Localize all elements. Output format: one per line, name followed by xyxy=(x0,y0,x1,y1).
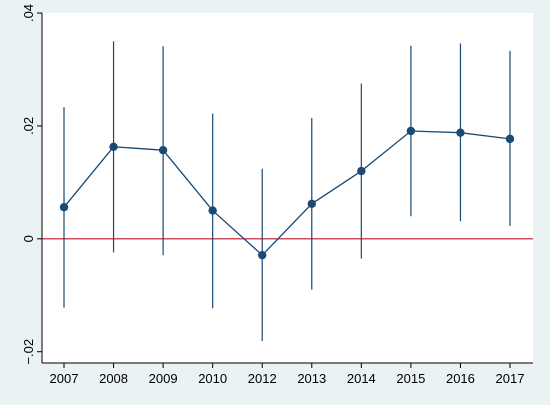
data-point xyxy=(307,199,316,209)
x-tick-label: 2015 xyxy=(396,371,425,386)
data-point xyxy=(406,126,416,136)
x-tick-label: 2013 xyxy=(297,371,326,386)
data-point xyxy=(357,166,366,176)
x-tick-label: 2009 xyxy=(149,371,178,386)
data-points xyxy=(59,126,515,260)
y-tick-label: .02 xyxy=(21,117,36,135)
data-point xyxy=(59,202,69,212)
y-tick-label: .04 xyxy=(21,4,36,22)
data-point xyxy=(258,250,267,260)
x-tick-label: 2007 xyxy=(50,371,79,386)
plot-area xyxy=(42,13,533,363)
x-tick-label: 2008 xyxy=(99,371,128,386)
data-point xyxy=(505,134,515,144)
y-tick-label: 0 xyxy=(21,235,36,242)
x-tick-label: 2017 xyxy=(496,371,525,386)
x-tick-label: 2014 xyxy=(347,371,376,386)
series-line-group xyxy=(63,130,511,257)
x-tick-label: 2012 xyxy=(248,371,277,386)
data-point xyxy=(456,128,465,137)
data-point xyxy=(109,142,118,151)
y-axis: −.02 0 .02 .04 xyxy=(21,4,43,365)
x-tick-label: 2010 xyxy=(198,371,227,386)
series-line xyxy=(63,130,511,257)
data-point xyxy=(158,145,168,155)
x-axis: 2007 2008 2009 2010 2012 2013 2014 2015 2016 2017 xyxy=(42,362,533,386)
x-tick-label: 2016 xyxy=(446,371,475,386)
data-point xyxy=(208,206,217,215)
y-tick-label: −.02 xyxy=(21,339,36,365)
